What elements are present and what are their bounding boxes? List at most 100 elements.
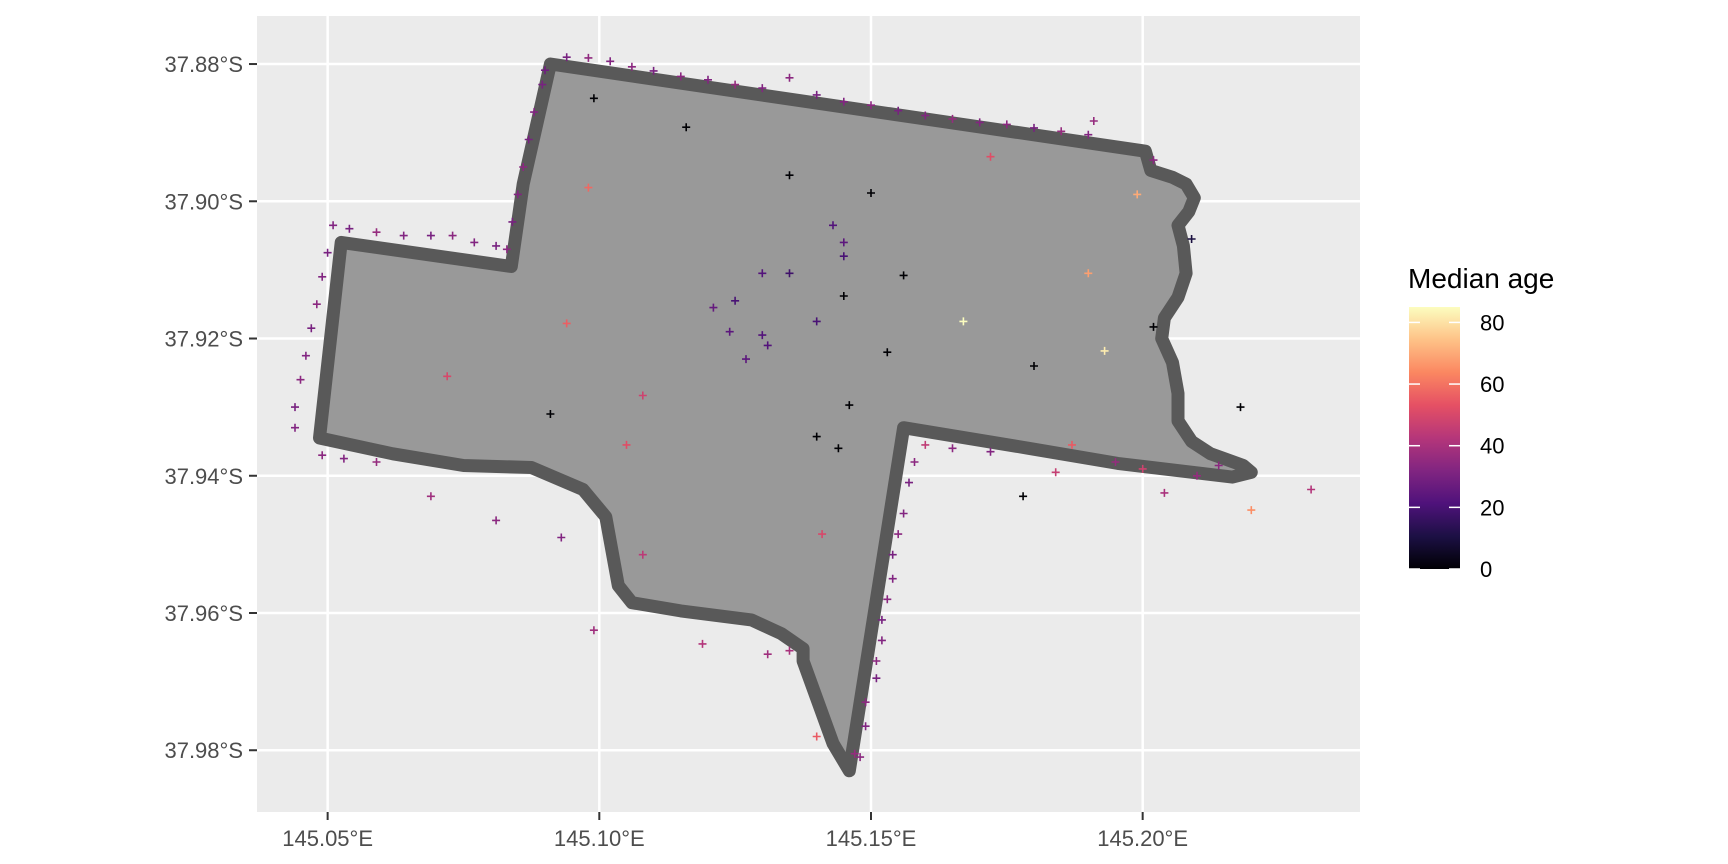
age-point [845,401,854,410]
age-point [758,269,767,278]
age-point [1193,471,1201,480]
age-point [589,626,598,635]
age-point [883,348,892,357]
age-point [921,440,930,449]
age-point [470,238,479,247]
age-point [318,451,327,460]
age-point [562,319,571,328]
age-point [1019,492,1028,501]
age-point [709,303,718,312]
age-point [519,163,528,171]
plot-panel [257,16,1360,812]
colorbar-label: 40 [1480,434,1504,459]
age-point [1084,130,1093,139]
age-point [1084,269,1093,278]
age-point [492,241,501,250]
age-point [638,391,647,400]
age-point [731,296,740,305]
age-point [856,753,865,762]
age-point [676,72,685,81]
age-points [291,53,1316,762]
age-point [312,300,321,309]
age-point [948,444,957,453]
age-point [530,108,539,117]
age-point [758,331,767,340]
age-point [785,171,794,180]
age-point [1068,440,1076,449]
age-point [839,252,848,261]
age-point [731,80,740,89]
legend-title: Median age [1408,263,1554,294]
age-point [785,73,794,82]
age-point [839,292,848,300]
age-point [812,732,821,741]
age-point [1307,485,1316,494]
y-axis: 37.88°S 37.90°S 37.92°S 37.94°S 37.96°S 37.98… [164,52,257,763]
colorbar [1409,307,1460,569]
age-point [758,84,767,93]
age-point [584,183,593,192]
age-point [562,53,571,62]
age-point [894,530,903,539]
age-point [812,90,821,99]
age-point [1236,403,1245,412]
age-point [812,317,821,326]
age-point [1160,488,1169,497]
age-point [899,271,908,280]
age-point [872,657,881,665]
age-point [589,94,598,103]
age-point [541,66,549,75]
age-point [883,595,892,604]
age-point [1187,235,1196,243]
age-point [1002,120,1011,129]
age-point [877,615,886,624]
y-tick-label: 37.96°S [164,601,243,626]
age-point [812,432,821,441]
age-point [785,646,794,655]
colorbar-label: 20 [1480,495,1504,520]
age-point [1051,468,1060,477]
age-point [426,231,435,240]
x-tick-label: 145.10°E [554,826,645,851]
age-point [905,478,913,487]
age-point [329,221,338,230]
age-point [839,238,848,247]
age-point [1030,362,1038,370]
age-point [1149,322,1158,331]
age-point [698,639,707,648]
age-point [834,444,843,453]
age-point [818,530,827,539]
colorbar-label: 80 [1480,310,1504,335]
y-tick-label: 37.94°S [164,464,243,489]
age-point [763,341,772,350]
age-point [627,62,636,71]
age-point [861,722,870,731]
age-point [546,410,555,418]
age-point [704,75,712,84]
age-point [1030,123,1038,132]
age-point [975,118,984,127]
age-point [948,114,957,123]
age-point [1138,464,1147,473]
age-point [538,80,547,89]
region-boundary [313,57,1258,778]
age-point [399,231,408,240]
x-tick-label: 145.15°E [826,826,917,851]
age-point [426,492,435,501]
age-point [861,698,870,707]
y-tick-label: 37.90°S [164,189,243,214]
x-axis: 145.05°E 145.10°E 145.15°E 145.20°E [282,812,1188,851]
y-tick-label: 37.98°S [164,738,243,763]
age-point [1111,458,1120,466]
age-point [888,574,897,583]
age-point [584,53,593,62]
age-point [1149,156,1158,165]
age-point [839,97,848,106]
age-point [894,106,903,115]
age-point [872,674,881,683]
age-point [323,248,332,257]
colorbar-label: 0 [1480,557,1492,582]
x-tick-label: 145.20°E [1097,826,1188,851]
age-point [829,221,837,230]
